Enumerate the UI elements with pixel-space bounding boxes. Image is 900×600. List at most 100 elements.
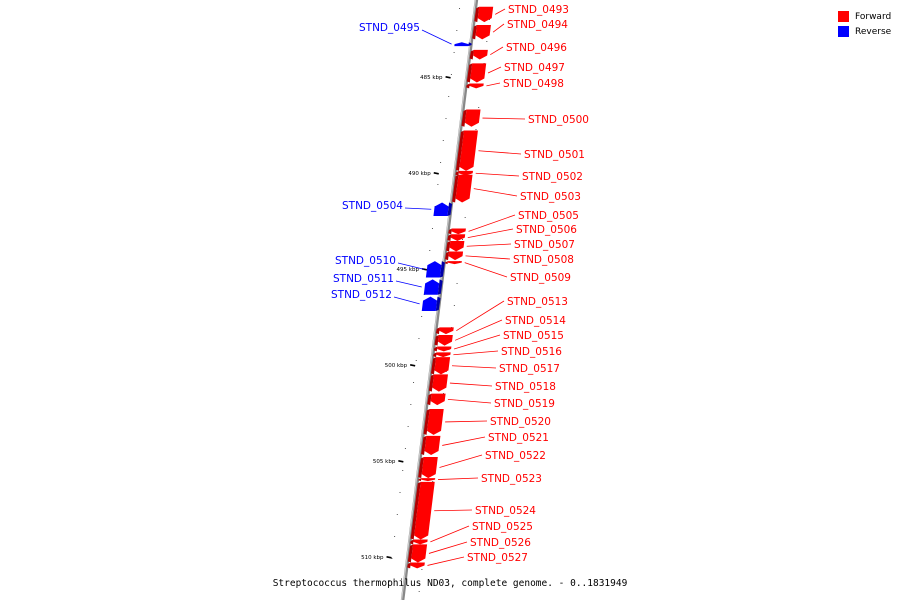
gene-label[interactable]: STND_0502 xyxy=(522,171,583,183)
gene-feature[interactable] xyxy=(444,261,462,265)
gene-feature[interactable] xyxy=(421,435,441,456)
gene-label[interactable]: STND_0517 xyxy=(499,363,560,375)
gene-label[interactable]: STND_0494 xyxy=(507,19,568,31)
gene-label[interactable]: STND_0511 xyxy=(333,273,394,285)
gene-label[interactable]: STND_0508 xyxy=(513,254,574,266)
gene-feature[interactable] xyxy=(445,251,464,261)
gene-label[interactable]: STND_0516 xyxy=(501,346,562,358)
gene-label[interactable]: STND_0498 xyxy=(503,78,564,90)
gene-label[interactable]: STND_0503 xyxy=(520,191,581,203)
gene-body[interactable] xyxy=(424,435,441,456)
gene-label[interactable]: STND_0493 xyxy=(508,4,569,16)
gene-body[interactable] xyxy=(477,6,494,23)
gene-label[interactable]: STND_0505 xyxy=(518,210,579,222)
gene-body[interactable] xyxy=(410,562,425,569)
gene-feature[interactable] xyxy=(448,228,466,235)
gene-body[interactable] xyxy=(423,279,440,295)
gene-feature[interactable] xyxy=(423,279,443,295)
gene-label[interactable]: STND_0520 xyxy=(490,416,551,428)
gene-label[interactable]: STND_0507 xyxy=(514,239,575,251)
gene-body[interactable] xyxy=(436,352,451,358)
gene-body[interactable] xyxy=(433,202,449,216)
gene-body[interactable] xyxy=(421,478,436,482)
gene-feature[interactable] xyxy=(433,202,453,216)
gene-feature[interactable] xyxy=(472,24,491,40)
gene-feature[interactable] xyxy=(423,408,444,435)
legend-forward[interactable]: Forward xyxy=(838,9,891,24)
gene-body[interactable] xyxy=(432,374,448,392)
gene-label[interactable]: STND_0497 xyxy=(504,62,565,74)
gene-body[interactable] xyxy=(439,327,454,335)
gene-body[interactable] xyxy=(458,170,473,176)
gene-feature[interactable] xyxy=(466,83,484,89)
gene-body[interactable] xyxy=(448,251,464,261)
gene-label[interactable]: STND_0521 xyxy=(488,432,549,444)
gene-body[interactable] xyxy=(430,393,446,406)
gene-feature[interactable] xyxy=(428,374,448,392)
gene-feature[interactable] xyxy=(421,296,441,312)
gene-label[interactable]: STND_0523 xyxy=(481,473,542,485)
gene-feature[interactable] xyxy=(474,6,494,23)
gene-feature[interactable] xyxy=(418,456,438,479)
gene-feature[interactable] xyxy=(407,562,425,569)
gene-feature[interactable] xyxy=(435,327,454,335)
gene-body[interactable] xyxy=(421,296,438,312)
gene-body[interactable] xyxy=(470,63,487,83)
gene-body[interactable] xyxy=(449,240,465,252)
gene-body[interactable] xyxy=(414,481,435,540)
gene-label[interactable]: STND_0514 xyxy=(505,315,566,327)
gene-label[interactable]: STND_0524 xyxy=(475,505,536,517)
gene-body[interactable] xyxy=(427,408,444,435)
gene-feature[interactable] xyxy=(454,42,472,47)
gene-body[interactable] xyxy=(469,83,484,89)
gene-label[interactable]: STND_0525 xyxy=(472,521,533,533)
gene-feature[interactable] xyxy=(452,174,473,203)
gene-feature[interactable] xyxy=(469,49,488,60)
gene-feature[interactable] xyxy=(410,481,435,540)
gene-body[interactable] xyxy=(455,174,473,203)
gene-body[interactable] xyxy=(459,130,478,171)
gene-body[interactable] xyxy=(425,261,442,278)
gene-feature[interactable] xyxy=(427,393,446,406)
gene-body[interactable] xyxy=(421,456,438,479)
gene-body[interactable] xyxy=(434,357,451,375)
gene-label[interactable]: STND_0519 xyxy=(494,398,555,410)
gene-body[interactable] xyxy=(454,42,469,47)
gene-label[interactable]: STND_0522 xyxy=(485,450,546,462)
gene-feature[interactable] xyxy=(417,478,436,482)
gene-label[interactable]: STND_0500 xyxy=(528,114,589,126)
gene-body[interactable] xyxy=(450,234,466,241)
gene-feature[interactable] xyxy=(433,346,452,352)
gene-feature[interactable] xyxy=(434,335,453,346)
gene-body[interactable] xyxy=(473,49,488,60)
legend-reverse[interactable]: Reverse xyxy=(838,24,891,39)
gene-label[interactable]: STND_0504 xyxy=(342,200,403,212)
gene-label[interactable]: STND_0518 xyxy=(495,381,556,393)
gene-feature[interactable] xyxy=(461,109,481,127)
gene-feature[interactable] xyxy=(455,130,478,171)
gene-body[interactable] xyxy=(437,346,452,352)
gene-label[interactable]: STND_0506 xyxy=(516,224,577,236)
gene-label[interactable]: STND_0513 xyxy=(507,296,568,308)
gene-feature[interactable] xyxy=(425,261,445,278)
gene-body[interactable] xyxy=(438,335,453,346)
gene-label[interactable]: STND_0496 xyxy=(506,42,567,54)
gene-feature[interactable] xyxy=(455,170,473,176)
gene-body[interactable] xyxy=(413,539,428,545)
gene-feature[interactable] xyxy=(407,544,428,563)
gene-body[interactable] xyxy=(464,109,481,127)
gene-feature[interactable] xyxy=(433,352,451,358)
gene-body[interactable] xyxy=(447,261,462,265)
gene-feature[interactable] xyxy=(447,234,466,241)
gene-body[interactable] xyxy=(451,228,466,235)
gene-label[interactable]: STND_0512 xyxy=(331,289,392,301)
gene-feature[interactable] xyxy=(466,63,487,83)
gene-feature[interactable] xyxy=(446,240,465,252)
gene-feature[interactable] xyxy=(430,357,451,375)
gene-label[interactable]: STND_0515 xyxy=(503,330,564,342)
gene-label[interactable]: STND_0526 xyxy=(470,537,531,549)
gene-label[interactable]: STND_0527 xyxy=(467,552,528,564)
gene-label[interactable]: STND_0501 xyxy=(524,149,585,161)
gene-label[interactable]: STND_0495 xyxy=(359,22,420,34)
gene-body[interactable] xyxy=(411,544,428,563)
